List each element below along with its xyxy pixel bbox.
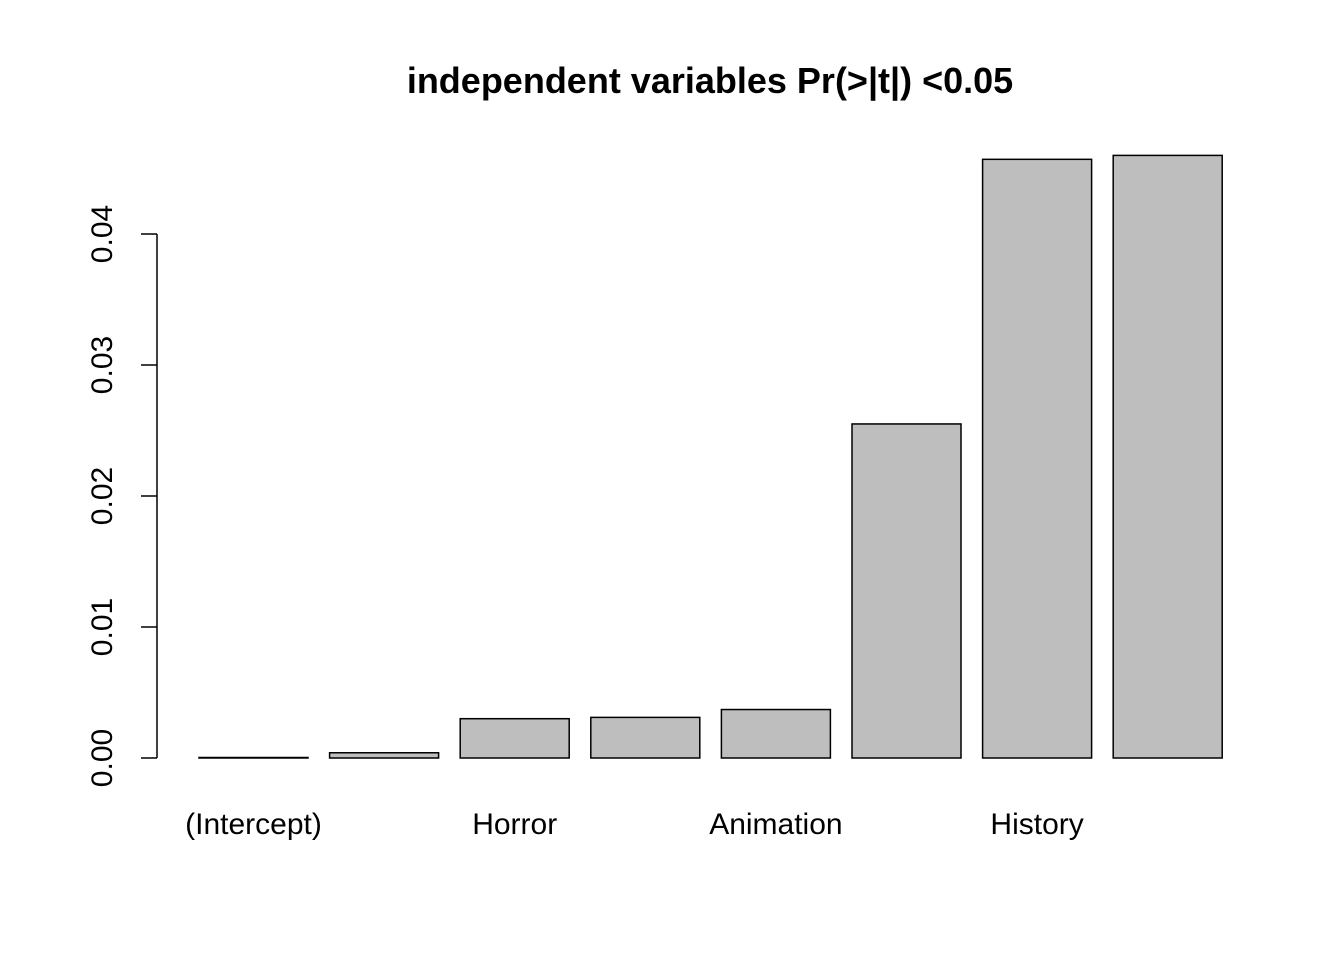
bars-group (198, 154, 1223, 759)
bar (851, 423, 962, 759)
bar (590, 716, 701, 759)
x-axis-labels: (Intercept) Horror Animation History (185, 808, 1084, 841)
y-tick-label: 0.02 (86, 467, 119, 525)
y-tick-label: 0.04 (86, 205, 119, 263)
y-axis: 0.00 0.01 0.02 0.03 0.04 (86, 205, 158, 787)
bar (459, 717, 570, 759)
chart-title: independent variables Pr(>|t|) <0.05 (407, 60, 1013, 102)
bar (981, 158, 1093, 759)
x-category-label: Animation (709, 808, 842, 841)
bar (328, 752, 440, 759)
y-tick-label: 0.01 (86, 598, 119, 656)
bar (720, 708, 832, 759)
bar (198, 756, 309, 759)
x-category-label: (Intercept) (185, 808, 322, 841)
bar (1112, 154, 1223, 759)
x-category-label: Horror (472, 808, 557, 841)
y-tick-label: 0.00 (86, 729, 119, 787)
x-category-label: History (990, 808, 1083, 841)
y-tick-label: 0.03 (86, 336, 119, 394)
